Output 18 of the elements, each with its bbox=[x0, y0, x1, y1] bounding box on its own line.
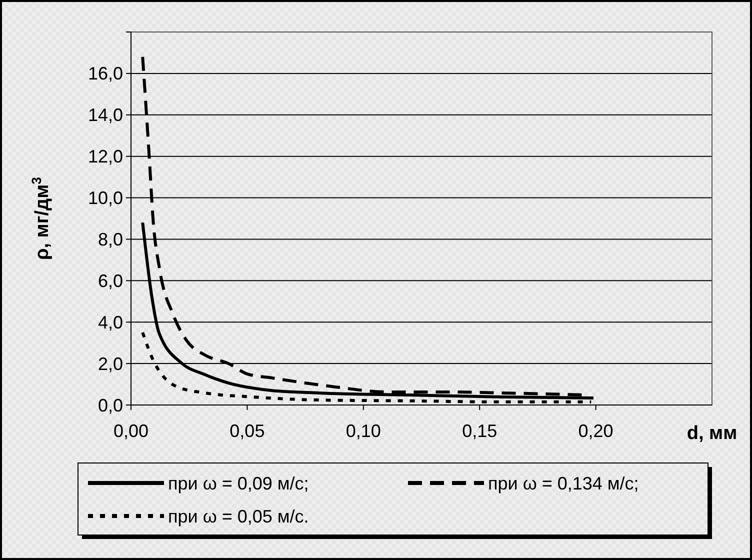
y-tick-label: 4,0 bbox=[98, 312, 123, 332]
legend-label: при ω = 0,09 м/с; bbox=[168, 473, 309, 494]
y-tick-label: 14,0 bbox=[88, 105, 123, 126]
legend-label: при ω = 0,134 м/с; bbox=[488, 473, 639, 494]
x-tick-label: 0,00 bbox=[113, 421, 149, 441]
x-tick-label: 0,05 bbox=[230, 421, 265, 441]
x-tick-label: 0,20 bbox=[578, 421, 614, 441]
y-tick-label: 2,0 bbox=[98, 354, 123, 374]
y-tick-label: 10,0 bbox=[88, 188, 123, 208]
x-axis-title: d, мм bbox=[686, 423, 738, 444]
x-tick-label: 0,10 bbox=[346, 421, 381, 441]
y-tick-label: 0,0 bbox=[98, 395, 123, 416]
y-tick-label: 6,0 bbox=[98, 270, 123, 291]
y-tick-label: 8,0 bbox=[98, 230, 123, 250]
x-tick-label: 0,15 bbox=[462, 421, 498, 441]
legend-label: при ω = 0,05 м/с. bbox=[168, 506, 309, 526]
y-tick-label: 16,0 bbox=[88, 64, 123, 84]
y-tick-label: 12,0 bbox=[88, 146, 123, 167]
